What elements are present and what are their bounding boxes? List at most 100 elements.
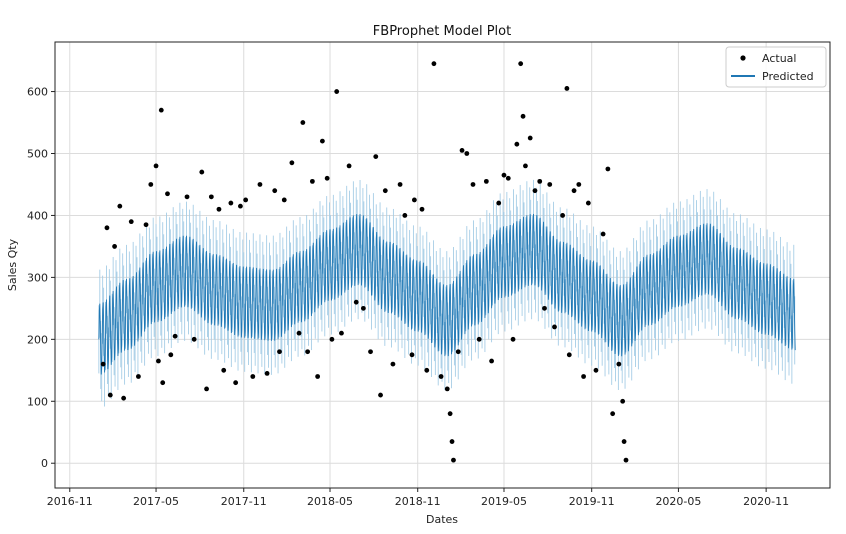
y-tick-label: 100: [27, 395, 48, 408]
x-tick-label: 2016-11: [47, 495, 93, 508]
actual-point: [228, 200, 234, 206]
actual-point: [289, 160, 295, 166]
actual-point: [300, 120, 306, 125]
actual-point: [447, 411, 453, 417]
actual-point: [172, 333, 178, 339]
y-tick-label: 0: [41, 457, 48, 470]
actual-point: [459, 148, 465, 153]
actual-point: [397, 182, 403, 187]
actual-point: [233, 380, 239, 386]
actual-point: [272, 188, 278, 194]
actual-point: [112, 244, 117, 249]
actual-point: [520, 113, 526, 119]
actual-point: [581, 374, 586, 379]
legend-predicted-label: Predicted: [762, 70, 814, 83]
actual-point: [191, 336, 197, 342]
actual-point: [324, 175, 330, 181]
actual-point: [390, 361, 396, 367]
actual-point: [329, 336, 335, 342]
actual-point: [523, 163, 528, 169]
actual-point: [309, 178, 315, 184]
actual-point: [501, 172, 507, 178]
actual-point: [250, 374, 256, 379]
x-tick-label: 2017-11: [221, 495, 267, 508]
actual-point: [449, 439, 455, 444]
actual-point: [514, 141, 520, 147]
actual-point: [455, 349, 461, 355]
x-tick-label: 2019-11: [569, 495, 615, 508]
actual-point: [600, 231, 606, 237]
actual-point: [277, 349, 282, 355]
legend[interactable]: Actual Predicted: [725, 46, 827, 88]
actual-point: [121, 395, 127, 401]
actual-point: [438, 374, 444, 379]
actual-point: [585, 200, 591, 206]
actual-point: [464, 151, 470, 156]
actual-point: [402, 213, 408, 218]
actual-point: [373, 154, 379, 159]
actual-point: [623, 457, 629, 463]
y-axis-label: Sales Qty: [6, 238, 19, 291]
actual-point: [346, 163, 352, 169]
plot-frame: [54, 41, 831, 489]
predicted-line: [98, 213, 796, 375]
actual-point: [296, 330, 302, 336]
actual-point: [199, 169, 205, 175]
actual-point: [216, 206, 222, 212]
y-tick-label: 200: [27, 333, 48, 346]
actual-point: [136, 374, 141, 379]
actual-point: [148, 182, 154, 187]
legend-actual-label: Actual: [762, 52, 796, 65]
actual-point: [593, 367, 599, 373]
actual-point: [360, 305, 366, 311]
actual-point: [470, 182, 476, 187]
actual-point: [281, 197, 287, 203]
actual-point: [257, 182, 263, 187]
actual-point: [158, 107, 164, 113]
actual-point: [560, 213, 566, 218]
actual-point: [184, 194, 190, 200]
actual-point: [564, 86, 570, 91]
actual-point: [616, 361, 622, 367]
actual-point: [566, 352, 572, 358]
actual-point: [353, 299, 359, 305]
actual-point: [576, 182, 582, 187]
actual-point: [542, 305, 547, 311]
actual-point: [424, 367, 430, 373]
y-tick-label: 400: [27, 209, 48, 222]
actual-point: [605, 166, 611, 172]
y-axis-ticks: 0 100 200 300 400 500 600: [27, 86, 55, 470]
x-axis-label: Dates: [426, 513, 458, 526]
actual-point: [527, 135, 533, 141]
actual-point: [264, 371, 270, 376]
actual-point: [368, 349, 373, 355]
actual-point: [483, 178, 489, 184]
x-axis-ticks: 2016-11 2017-05 2017-11 2018-05 2018-11 2019-…: [47, 488, 789, 508]
actual-point: [104, 225, 110, 231]
actual-point: [419, 206, 425, 212]
actual-point: [319, 138, 325, 144]
actual-series: [100, 61, 629, 463]
actual-point: [476, 336, 482, 342]
actual-point: [532, 188, 538, 194]
actual-point: [305, 349, 311, 355]
actual-point: [339, 330, 344, 336]
grid-lines: [55, 42, 830, 488]
x-tick-label: 2017-05: [133, 495, 179, 508]
actual-point: [444, 386, 450, 392]
actual-point: [204, 386, 209, 392]
actual-point: [378, 392, 383, 398]
actual-point: [496, 200, 502, 206]
actual-point: [451, 457, 456, 463]
actual-point: [505, 175, 511, 181]
actual-point: [510, 336, 516, 342]
actual-point: [518, 61, 524, 67]
x-tick-label: 2019-05: [481, 495, 527, 508]
actual-point: [128, 219, 134, 225]
actual-point: [620, 398, 626, 404]
actual-point: [547, 182, 553, 187]
actual-point: [221, 367, 227, 373]
actual-point: [315, 374, 321, 379]
actual-point: [156, 358, 161, 364]
actual-point: [107, 392, 113, 398]
